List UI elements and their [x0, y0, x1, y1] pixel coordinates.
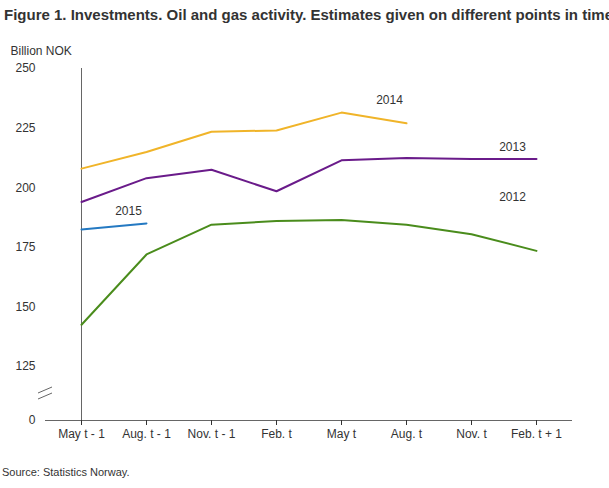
svg-text:175: 175: [15, 240, 35, 254]
svg-text:2014: 2014: [376, 93, 403, 107]
svg-text:Aug. t: Aug. t: [391, 427, 423, 441]
svg-text:250: 250: [15, 61, 35, 75]
svg-text:Billion NOK: Billion NOK: [11, 44, 72, 58]
svg-text:200: 200: [15, 181, 35, 195]
html-text:Source: Statistics Norway.: Source: Statistics Norway.: [2, 466, 130, 478]
svg-text:May t - 1: May t - 1: [58, 427, 105, 441]
svg-text:2013: 2013: [499, 140, 526, 154]
svg-text:2012: 2012: [499, 190, 526, 204]
svg-text:Nov. t: Nov. t: [456, 427, 487, 441]
svg-text:0: 0: [29, 413, 36, 427]
svg-text:2015: 2015: [115, 204, 142, 218]
svg-text:Aug. t - 1: Aug. t - 1: [122, 427, 171, 441]
svg-text:Feb. t: Feb. t: [261, 427, 292, 441]
svg-text:225: 225: [15, 121, 35, 135]
svg-text:May t: May t: [327, 427, 357, 441]
svg-text:Nov. t - 1: Nov. t - 1: [188, 427, 236, 441]
svg-text:125: 125: [15, 359, 35, 373]
svg-text:150: 150: [15, 300, 35, 314]
svg-text:Feb. t + 1: Feb. t + 1: [511, 427, 562, 441]
